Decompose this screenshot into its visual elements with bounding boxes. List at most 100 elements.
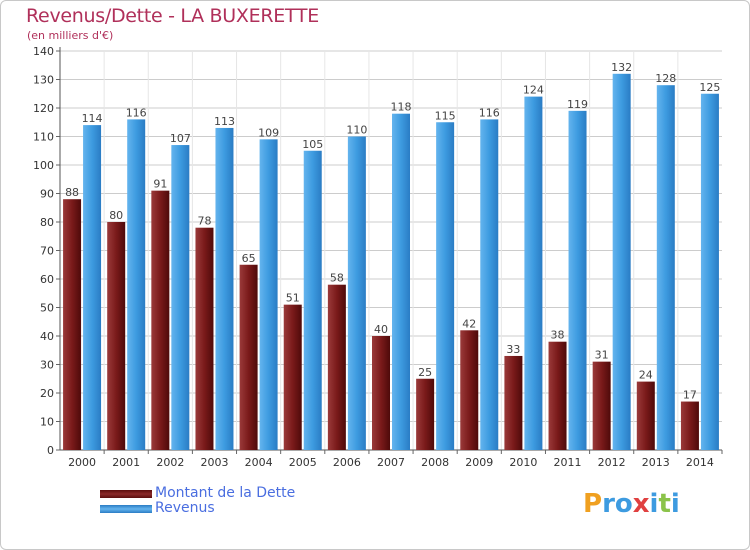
- x-tick-label: 2009: [465, 456, 493, 469]
- y-tick-label: 100: [33, 159, 54, 172]
- data-label-revenus: 119: [567, 98, 588, 111]
- bar-dette: [548, 341, 567, 450]
- data-label-dette: 38: [551, 329, 565, 342]
- bar-dette: [680, 401, 699, 450]
- data-label-dette: 42: [462, 317, 476, 330]
- data-label-dette: 25: [418, 366, 432, 379]
- y-tick-label: 40: [40, 330, 54, 343]
- axes: 0 10 20 30 40 50 60 70 80 90 100 110 120 130 140 2000 20…: [33, 45, 723, 469]
- legend-label-dette: Montant de la Dette: [155, 485, 296, 501]
- bar-revenus: [259, 139, 278, 450]
- data-label-dette: 51: [286, 292, 300, 305]
- data-label-revenus: 124: [523, 84, 544, 97]
- bar-revenus: [83, 125, 102, 450]
- data-label-revenus: 105: [302, 138, 323, 151]
- bar-revenus: [127, 119, 146, 451]
- x-tick-label: 2003: [200, 456, 228, 469]
- x-tick-label: 2012: [598, 456, 626, 469]
- bar-revenus: [436, 122, 455, 450]
- bar-dette: [239, 264, 258, 450]
- data-label-dette: 88: [65, 186, 79, 199]
- y-tick-label: 110: [33, 131, 54, 144]
- bars: [63, 73, 719, 451]
- bar-revenus: [347, 136, 366, 450]
- data-label-dette: 17: [683, 389, 697, 402]
- data-labels: 88 114 80 116 91 107 78 113 65 109 51 105 58 110 40 118…: [65, 61, 720, 402]
- x-tick-label: 2005: [289, 456, 317, 469]
- bar-revenus: [392, 113, 410, 450]
- legend-label-revenus: Revenus: [155, 500, 215, 516]
- y-tick-label: 30: [40, 359, 54, 372]
- y-tick-label: 130: [33, 74, 54, 87]
- bar-revenus: [524, 96, 543, 450]
- data-label-revenus: 109: [258, 126, 279, 139]
- y-tick-label: 20: [40, 387, 54, 400]
- bar-dette: [504, 355, 523, 450]
- bar-dette: [107, 222, 126, 450]
- bar-dette: [636, 381, 655, 450]
- x-tick-label: 2013: [642, 456, 670, 469]
- logo-letter: P: [583, 489, 603, 519]
- x-tick-label: 2006: [333, 456, 361, 469]
- x-tick-label: 2000: [68, 456, 96, 469]
- data-label-revenus: 118: [391, 101, 412, 114]
- y-tick-label: 50: [40, 302, 54, 315]
- data-label-revenus: 114: [82, 112, 103, 125]
- bar-dette: [63, 199, 82, 450]
- data-label-revenus: 113: [214, 115, 235, 128]
- data-label-revenus: 116: [126, 106, 147, 119]
- bar-dette: [372, 336, 390, 450]
- y-tick-label: 10: [40, 416, 54, 429]
- logo-letter: t: [658, 489, 671, 519]
- x-tick-label: 2008: [421, 456, 449, 469]
- y-tick-label: 120: [33, 102, 54, 115]
- bar-dette: [460, 330, 479, 450]
- logo-letter: i: [649, 489, 659, 519]
- bar-dette: [416, 378, 435, 450]
- x-tick-label: 2010: [509, 456, 537, 469]
- x-tick-label: 2004: [245, 456, 273, 469]
- x-tick-label: 2014: [686, 456, 714, 469]
- data-label-revenus: 110: [346, 124, 367, 137]
- data-label-revenus: 107: [170, 132, 191, 145]
- data-label-dette: 24: [639, 369, 653, 382]
- x-tick-label: 2001: [112, 456, 140, 469]
- bar-dette: [283, 304, 302, 450]
- chart-title: Revenus/Dette - LA BUXERETTE: [26, 5, 319, 27]
- bar-revenus: [303, 150, 322, 450]
- bar-dette: [151, 190, 170, 450]
- x-tick-label: 2011: [554, 456, 582, 469]
- chart-subtitle: (en milliers d'€): [27, 29, 114, 42]
- data-label-dette: 65: [242, 252, 256, 265]
- bar-revenus: [568, 110, 587, 450]
- y-tick-label: 140: [33, 45, 54, 58]
- y-tick-label: 70: [40, 245, 54, 258]
- grid-lines: [60, 50, 722, 450]
- bar-dette: [195, 227, 214, 450]
- bar-revenus: [700, 93, 719, 450]
- bar-dette: [327, 284, 346, 450]
- bar-revenus: [656, 85, 675, 450]
- data-label-dette: 58: [330, 272, 344, 285]
- data-label-dette: 78: [197, 215, 211, 228]
- bar-revenus: [612, 73, 631, 451]
- x-tick-label: 2007: [377, 456, 405, 469]
- x-tick-label: 2002: [156, 456, 184, 469]
- data-label-dette: 33: [506, 343, 520, 356]
- logo-letter: x: [632, 489, 650, 519]
- bar-revenus: [480, 119, 499, 451]
- y-tick-label: 0: [47, 444, 54, 457]
- y-tick-label: 80: [40, 216, 54, 229]
- data-label-dette: 31: [595, 349, 609, 362]
- data-label-revenus: 115: [435, 109, 456, 122]
- logo-letter: o: [614, 489, 633, 519]
- data-label-dette: 80: [109, 209, 123, 222]
- legend-swatch-revenus: [100, 505, 152, 513]
- proxiti-logo: Proxiti: [583, 489, 680, 519]
- data-label-revenus: 125: [699, 81, 720, 94]
- bar-revenus: [171, 145, 190, 451]
- data-label-revenus: 116: [479, 106, 500, 119]
- legend-swatch-dette: [100, 490, 152, 498]
- bar-dette: [592, 361, 611, 450]
